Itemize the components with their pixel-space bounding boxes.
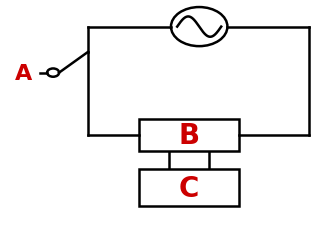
Bar: [139, 169, 239, 206]
Bar: [139, 119, 239, 151]
Text: C: C: [179, 174, 200, 202]
Text: A: A: [15, 63, 32, 83]
Text: B: B: [179, 121, 200, 149]
